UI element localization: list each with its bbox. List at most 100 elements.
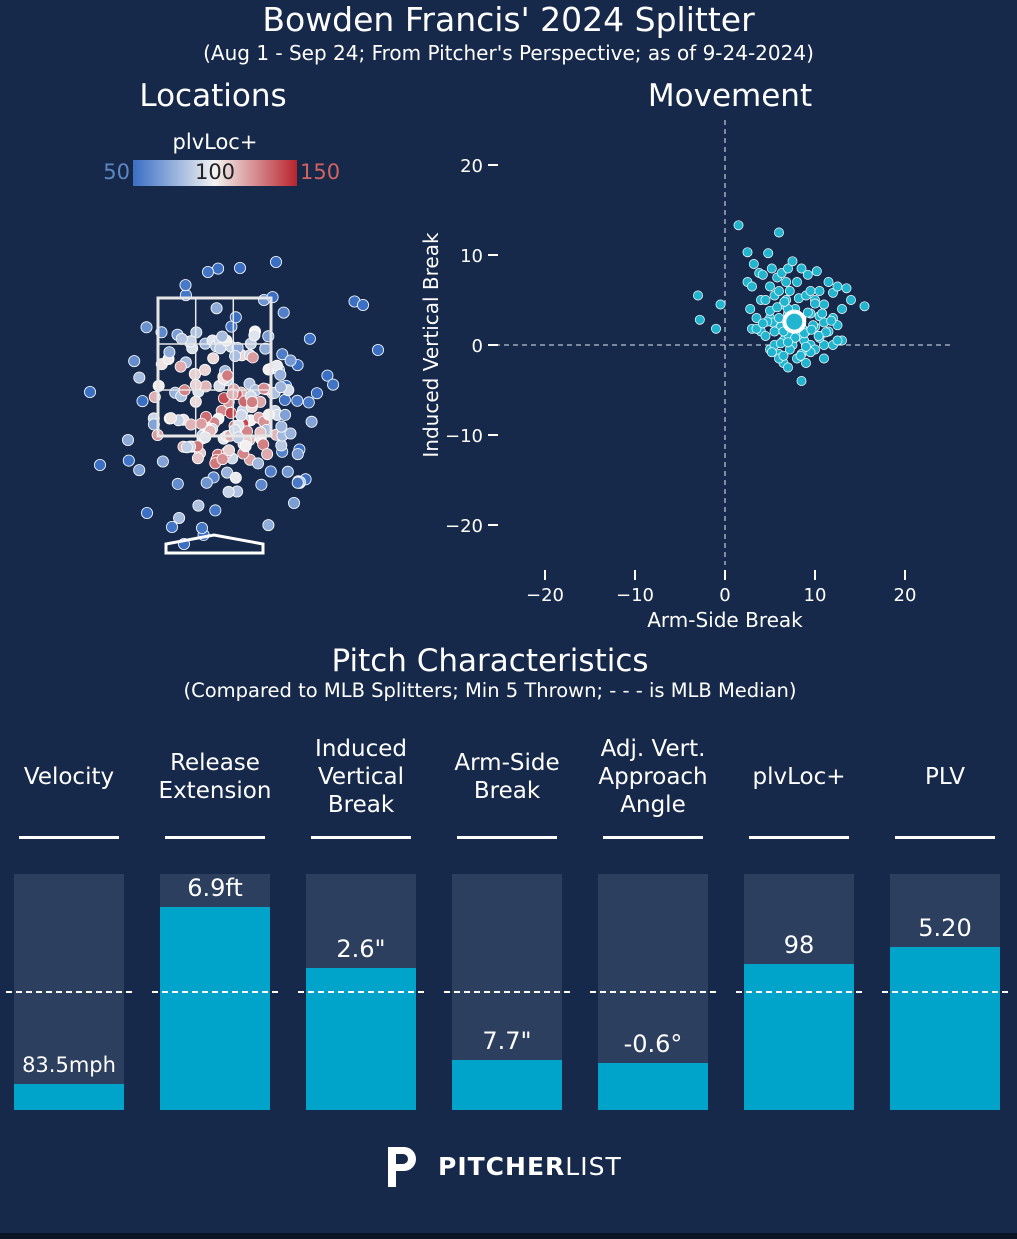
y-tick-label: 0 [472,336,483,357]
movement-point [796,376,807,386]
bar-fill [160,907,270,1110]
bar-category-line: Extension [158,778,272,804]
median-line [736,991,862,993]
bar-category-label: plvLoc+ [729,763,869,791]
location-dot [195,417,208,430]
movement-point [769,326,780,337]
location-dot [164,412,177,425]
movement-point [819,299,829,310]
bar-category-label: Induced Vertical Break [291,735,431,819]
movement-point [766,263,777,274]
bar-category-line: Vertical [317,764,405,790]
movement-point [811,266,822,277]
bar-value-label: 6.9ft [187,874,243,903]
location-dot [276,348,289,361]
bar-header-underline [165,836,265,839]
movement-point [795,350,806,361]
movement-point [757,318,768,329]
bar-category-line: Release [170,750,260,776]
bar-category-label: Release Extension [145,749,285,805]
location-dot [122,454,135,467]
movement-point [846,295,856,305]
location-dot [310,387,323,400]
location-dot [212,262,225,275]
pitch-characteristics-subtitle: (Compared to MLB Splitters; Min 5 Thrown… [183,679,797,702]
movement-point [733,220,744,231]
location-dot [128,355,141,368]
location-dots [84,255,384,551]
y-tick-label: 20 [460,156,483,177]
location-dot [255,478,268,491]
locations-title: Locations [139,78,287,114]
location-dot [221,369,234,382]
chart-subtitle: (Aug 1 - Sep 24; From Pitcher's Perspect… [203,41,814,65]
movement-point [802,269,813,280]
bar-category-label: Arm-Side Break [437,749,577,805]
movement-point [763,248,774,259]
location-dot [262,519,275,532]
bar-header-underline [749,836,849,839]
bar-category-line: Break [327,792,395,818]
movement-point [814,286,825,296]
location-dot [233,261,246,274]
bar-category-line: plvLoc+ [752,764,846,790]
movement-point [832,281,843,292]
bar-header-underline [603,836,703,839]
location-dot [184,418,197,431]
location-dot [274,381,287,394]
bar-fill [14,1084,124,1110]
strike-zone [156,296,273,438]
location-dot [221,466,234,479]
bar-value-label: 83.5mph [22,1053,116,1078]
location-dot [140,321,153,334]
movement-point [783,263,793,274]
location-dot [229,471,242,484]
movement-point [806,324,817,335]
x-tick-label: 0 [719,585,730,606]
movement-point [748,259,759,269]
location-dot [264,465,277,478]
bar-value-label: 98 [783,930,815,959]
movement-ylabel: Induced Vertical Break [419,232,443,458]
movement-point [817,308,828,319]
movement-point [760,331,771,341]
location-dot [284,354,297,367]
bar-category-line: Angle [620,792,686,818]
movement-point [715,299,726,310]
location-dot [200,476,213,489]
movement-point [826,315,837,326]
location-dot [287,496,300,509]
brand-bold: PITCHER [438,1152,566,1181]
chart-title: Bowden Francis' 2024 Splitter [262,0,755,39]
x-tick-label: 10 [804,585,827,606]
location-dot [277,306,290,319]
bar-header-underline [311,836,411,839]
location-dot [262,408,275,421]
bar-category-line: Break [473,778,541,804]
location-dot [192,499,205,512]
bar-category-line: Arm-Side [454,750,560,776]
bar-fill [890,947,1000,1110]
movement-point [779,296,790,307]
location-dot [291,394,304,407]
bar-value-label: 7.7" [482,1027,532,1056]
location-dot [305,415,318,428]
location-dot [173,512,186,525]
median-line [590,991,716,993]
movement-average-marker [782,309,807,334]
location-dot [174,360,187,373]
location-dot [275,420,288,433]
location-dot [246,396,259,409]
location-dot [281,465,294,478]
movement-point [784,286,795,296]
movement-point [819,353,829,364]
movement-point [778,350,789,361]
brand-light: LIST [565,1152,622,1181]
location-dot [165,521,178,534]
movement-point [772,302,783,313]
movement-point [832,335,843,346]
location-dot [179,279,192,292]
movement-point [747,281,757,292]
location-dot [84,385,97,398]
median-line [298,991,424,993]
